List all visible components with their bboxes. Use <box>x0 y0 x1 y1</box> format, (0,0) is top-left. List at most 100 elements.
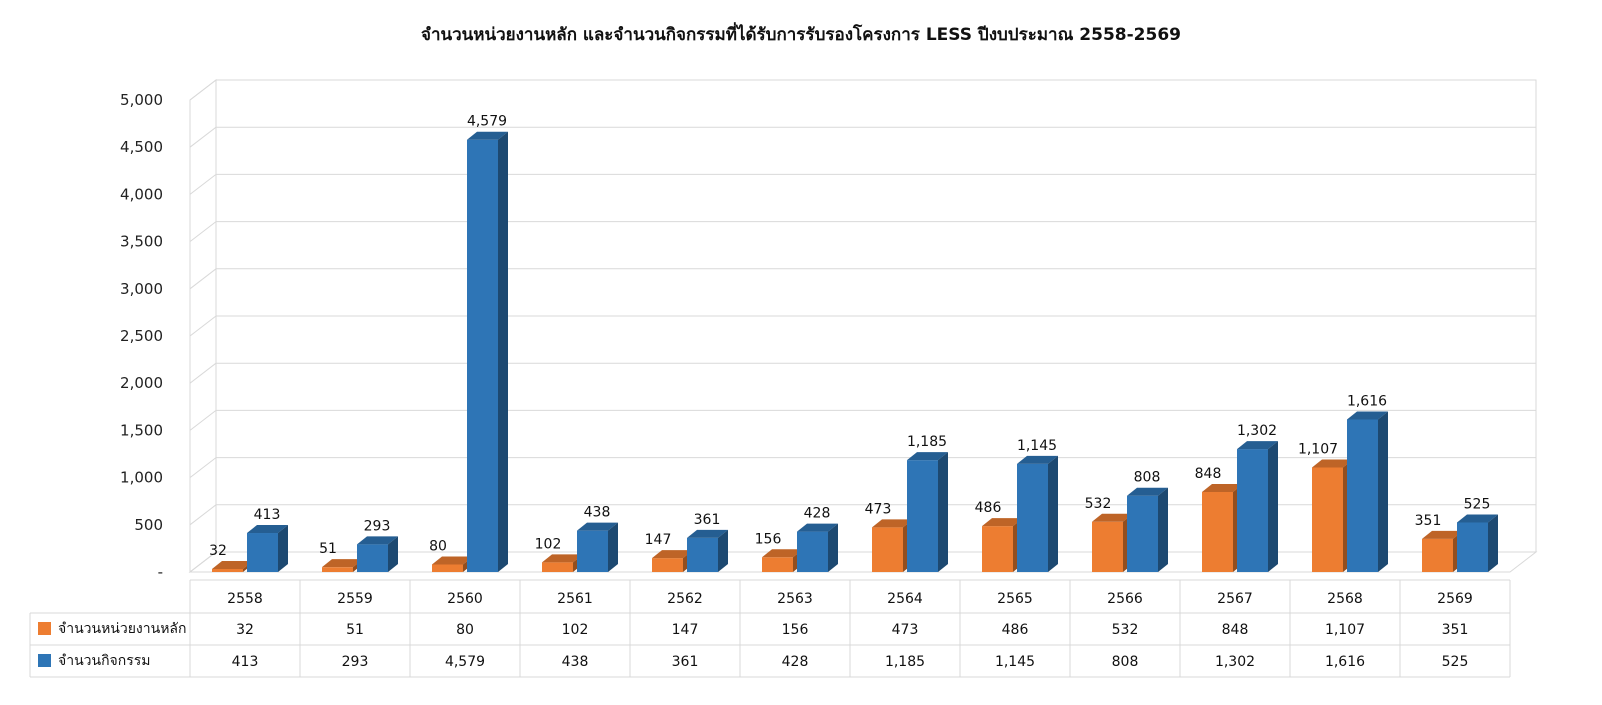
table-value-cell: 532 <box>1112 622 1139 638</box>
data-label: 1,107 <box>1298 441 1338 457</box>
table-category-cell: 2566 <box>1107 591 1143 607</box>
bar-units-2565 <box>982 518 1023 572</box>
table-value-cell: 1,145 <box>995 654 1035 670</box>
table-value-cell: 1,302 <box>1215 654 1255 670</box>
table-category-cell: 2568 <box>1327 591 1363 607</box>
table-value-cell: 848 <box>1222 622 1249 638</box>
bar-front <box>212 568 243 572</box>
bar-top <box>212 560 253 569</box>
bar-side <box>1378 411 1388 572</box>
y-tick-label: 1,000 <box>120 469 163 487</box>
data-label: 32 <box>209 543 227 559</box>
bar-activities-2558 <box>247 525 288 572</box>
table-value-cell: 1,616 <box>1325 654 1365 670</box>
bar-top <box>247 525 288 534</box>
bar-side <box>498 131 508 572</box>
data-table: 2558 2559 2560 2561 2562 2563 2564 2565 2566 2567… <box>29 579 1511 678</box>
bar-activities-2559 <box>357 536 398 572</box>
bar-activities-2563 <box>797 523 838 572</box>
table-value-cell: 473 <box>892 622 919 638</box>
data-label: 532 <box>1085 496 1112 512</box>
bar-front <box>1237 449 1268 572</box>
data-label: 808 <box>1134 470 1161 486</box>
y-tick-label: 4,000 <box>120 185 163 203</box>
table-value-cell: 808 <box>1112 654 1139 670</box>
bar-side <box>1158 487 1168 572</box>
bar-front <box>687 537 718 572</box>
bar-units-2559 <box>322 559 363 572</box>
data-label: 351 <box>1415 513 1442 529</box>
bar-top <box>797 523 838 532</box>
bar-side <box>608 522 618 572</box>
bar-units-2558 <box>212 560 253 572</box>
bar-units-2564 <box>872 519 913 572</box>
gridline-side <box>189 504 217 526</box>
bar-top <box>872 519 913 528</box>
gridline-side <box>189 362 217 384</box>
bar-front <box>542 562 573 572</box>
data-labels: 32 413 51 293 80 4,579 102 438 147 361 156 428 473 1,… <box>209 114 1490 559</box>
bar-side <box>1488 514 1498 572</box>
legend-label: จำนวนกิจกรรม <box>58 653 151 669</box>
bar-top <box>357 536 398 545</box>
table-value-cell: 293 <box>342 654 369 670</box>
y-tick-label: 4,500 <box>120 138 163 156</box>
bar-front <box>907 460 938 572</box>
table-value-cell: 361 <box>672 654 699 670</box>
bar-side <box>938 452 948 572</box>
bar-front <box>1202 491 1233 572</box>
bar-front <box>1457 522 1488 572</box>
bar-activities-2568 <box>1347 411 1388 572</box>
bar-top <box>1017 455 1058 464</box>
bar-top <box>1457 514 1498 523</box>
table-category-cell: 2559 <box>337 591 373 607</box>
bar-top <box>432 556 473 565</box>
data-label: 147 <box>645 532 672 548</box>
gridline-side <box>189 174 217 195</box>
bar-activities-2561 <box>577 522 618 572</box>
bar-activities-2566 <box>1127 487 1168 572</box>
y-tick-label: 3,000 <box>120 280 163 298</box>
table-category-cell: 2558 <box>227 591 263 607</box>
chart-title: จำนวนหน่วยงานหลัก และจำนวนกิจกรรมที่ได้ร… <box>421 22 1181 45</box>
bar-front <box>467 139 498 572</box>
data-label: 1,616 <box>1347 393 1387 409</box>
data-label: 473 <box>865 501 892 517</box>
bar-front <box>1127 495 1158 572</box>
bar-front <box>1092 521 1123 572</box>
table-value-cell: 147 <box>672 622 699 638</box>
data-label: 848 <box>1195 466 1222 482</box>
bar-top <box>1202 483 1243 492</box>
bar-front <box>247 533 278 572</box>
bar-units-2567 <box>1202 483 1243 572</box>
bar-top <box>1127 487 1168 496</box>
gridline-side <box>189 457 217 478</box>
y-tick-label: 2,000 <box>120 374 163 392</box>
bar-top <box>1422 530 1463 539</box>
table-category-cell: 2564 <box>887 591 923 607</box>
bar-top <box>1092 513 1133 522</box>
bar-top <box>577 522 618 531</box>
data-label: 293 <box>364 518 391 534</box>
table-value-cell: 1,185 <box>885 654 925 670</box>
bar-activities-2564 <box>907 452 948 572</box>
table-category-cell: 2565 <box>997 591 1033 607</box>
bar-top <box>542 554 583 563</box>
data-label: 1,145 <box>1017 438 1057 454</box>
y-tick-label: 500 <box>134 516 163 534</box>
y-axis-tick-labels: - 500 1,000 1,500 2,000 2,500 3,000 3,500 4,000 4… <box>120 91 163 581</box>
table-value-cell: 102 <box>562 622 589 638</box>
bar-units-2562 <box>652 550 693 572</box>
y-tick-label: 1,500 <box>120 421 163 439</box>
bar-activities-2569 <box>1457 514 1498 572</box>
bar-front <box>322 567 353 572</box>
bar-front <box>577 530 608 572</box>
data-label: 1,302 <box>1237 423 1277 439</box>
bar-activities-2560 <box>467 131 508 572</box>
table-value-cell: 80 <box>456 622 474 638</box>
data-label: 102 <box>535 536 562 552</box>
bar-units-2568 <box>1312 459 1353 572</box>
gridline-side <box>189 315 217 337</box>
y-tick-label: 5,000 <box>120 91 163 109</box>
